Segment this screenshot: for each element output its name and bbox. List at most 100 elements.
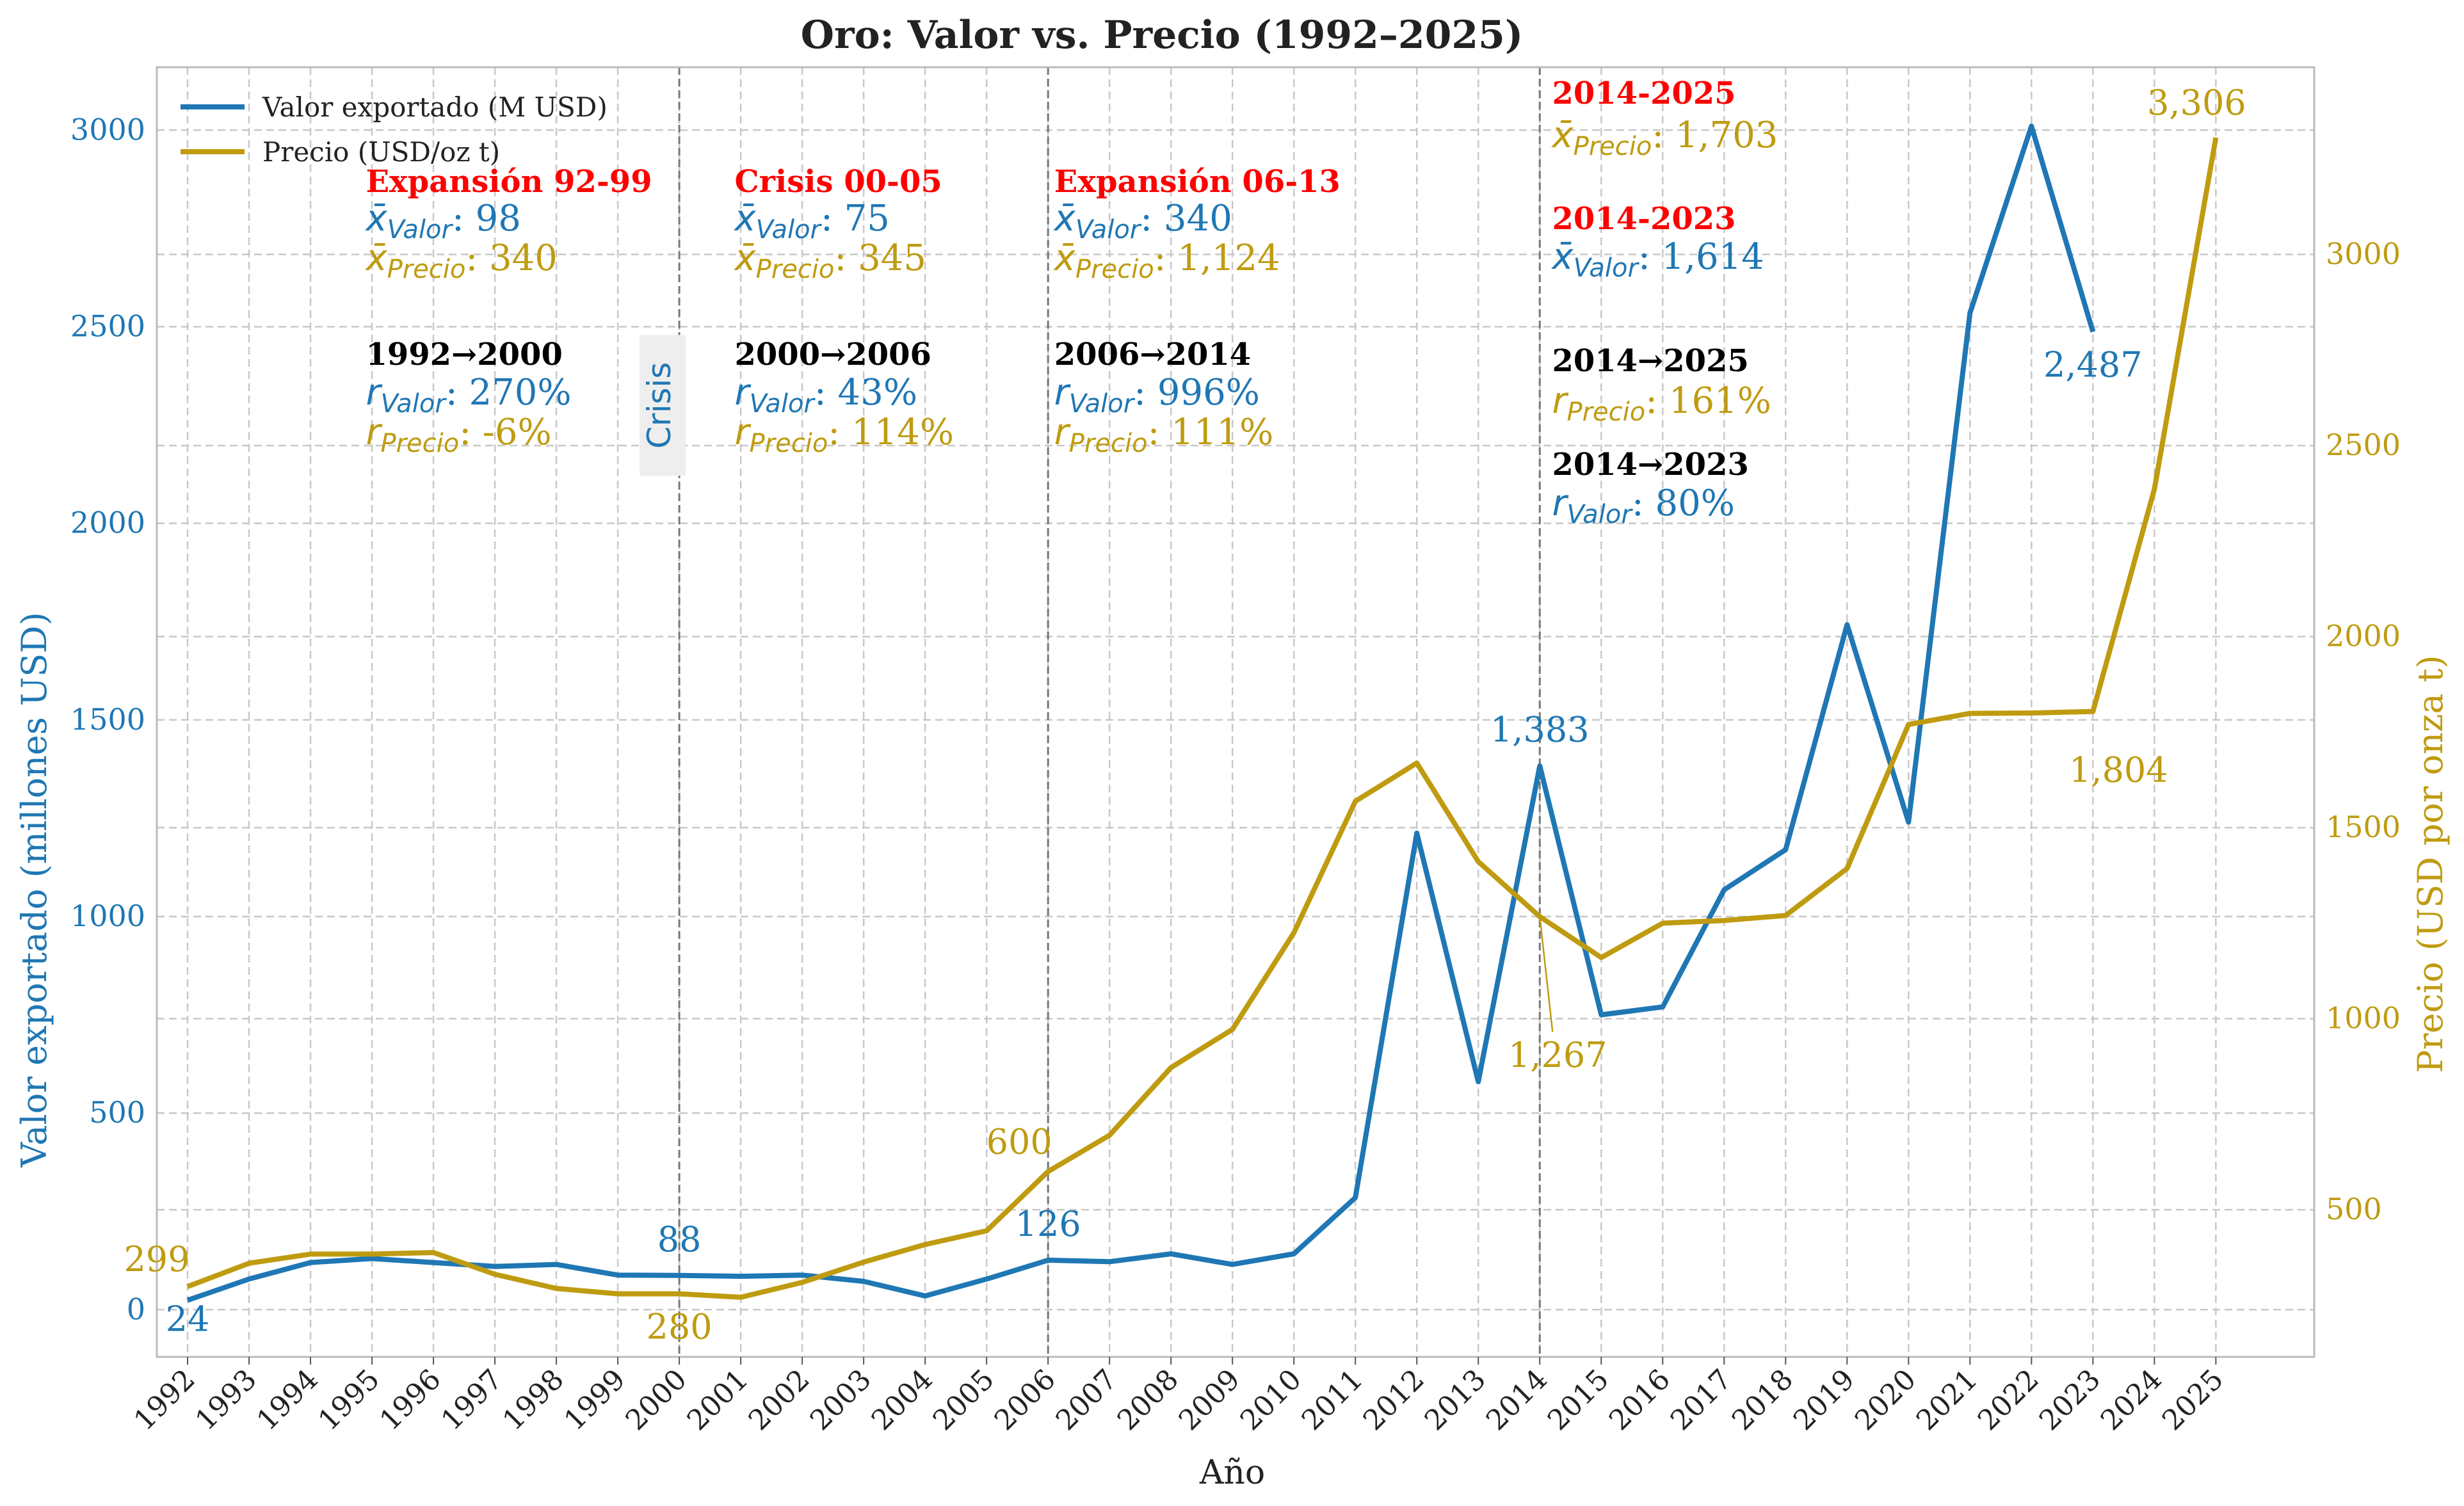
period-mean-valor-symbol: x̄	[364, 198, 387, 239]
label-connector	[1539, 917, 1554, 1032]
period-mean-precio-subscript: Precio	[387, 255, 466, 284]
period-r-precio-symbol: r	[366, 412, 382, 453]
recent-r-precio: rPrecio: 161%	[1552, 380, 1771, 427]
period-r-precio-subscript: Precio	[750, 429, 828, 458]
period-r-valor-subscript: Valor	[750, 389, 816, 419]
chart-title: Oro: Valor vs. Precio (1992–2025)	[801, 13, 1524, 58]
period-mean-valor-symbol: x̄	[734, 198, 757, 239]
y-left-tick-label: 1500	[70, 702, 145, 737]
y-left-tick-label: 1000	[70, 899, 145, 933]
period-r-valor-symbol: r	[366, 372, 382, 413]
period-title: Expansión 06-13	[1054, 164, 1341, 200]
recent-mean-precio-value: : 1,703	[1652, 115, 1778, 156]
valor-point-label: 24	[166, 1299, 210, 1340]
period-mean-precio: x̄Precio: 340	[364, 237, 557, 284]
y-left-tick-label: 0	[127, 1292, 145, 1326]
period-r-valor-value: : 43%	[814, 372, 917, 413]
precio-point-label: 600	[986, 1121, 1052, 1162]
period-r-precio-symbol: r	[1054, 412, 1071, 453]
y-right-tick-label: 3000	[2326, 237, 2401, 271]
period-mean-valor-value: : 340	[1140, 198, 1232, 239]
period-r-precio-symbol: r	[735, 412, 752, 453]
valor-point-label: 2,487	[2043, 344, 2143, 385]
y-left-tick-label: 500	[89, 1095, 145, 1130]
y-right-tick-label: 1000	[2326, 1001, 2401, 1036]
series-lines	[186, 124, 2219, 1303]
precio-point-label: 280	[647, 1306, 713, 1347]
crisis-label: Crisis	[641, 362, 678, 449]
period-mean-valor-symbol: x̄	[1053, 198, 1076, 239]
y-left-tick-label: 2500	[70, 308, 145, 343]
recent-mean-precio-subscript: Precio	[1574, 132, 1652, 161]
period-r-valor-value: : 270%	[446, 372, 572, 413]
period-mean-precio-subscript: Precio	[1075, 255, 1154, 284]
y-left-tick-label: 2000	[70, 506, 145, 540]
recent-change-b: 2014→2023	[1552, 447, 1748, 483]
recent-change-a: 2014→2025	[1552, 343, 1748, 379]
period-r-valor-symbol: r	[1054, 372, 1071, 413]
y-right-tick-label: 500	[2326, 1192, 2382, 1226]
period-mean-valor-subscript: Valor	[756, 215, 823, 244]
precio-series-line	[186, 137, 2219, 1300]
recent-mean-valor-subscript: Valor	[1574, 253, 1640, 283]
period-r-valor: rValor: 270%	[366, 372, 571, 419]
period-r-precio-value: : 114%	[828, 412, 954, 453]
y-right-tick-label: 2000	[2326, 619, 2401, 653]
period-mean-valor-subscript: Valor	[387, 215, 454, 244]
precio-point-label: 3,306	[2147, 83, 2246, 123]
x-axis-label: Año	[1199, 1454, 1265, 1492]
grid	[157, 67, 2314, 1357]
y-right-tick-label: 1500	[2326, 810, 2401, 844]
period-mean-precio-symbol: x̄	[734, 237, 757, 279]
period-r-precio-value: : 111%	[1148, 412, 1274, 453]
recent-mean-precio-symbol: x̄	[1550, 115, 1574, 156]
period-r-valor-value: : 996%	[1134, 372, 1260, 413]
valor-series-line	[186, 124, 2096, 1303]
period-r-precio-subscript: Precio	[380, 429, 459, 458]
valor-point-label: 126	[1015, 1204, 1081, 1244]
recent-mean-valor: x̄Valor: 1,614	[1550, 236, 1764, 283]
label-connectors	[1539, 917, 1554, 1032]
period-mean-valor: x̄Valor: 75	[734, 198, 890, 244]
precio-point-label: 1,804	[2069, 750, 2168, 790]
period-mean-precio-symbol: x̄	[1053, 237, 1076, 279]
y-right-tick-label: 2500	[2326, 428, 2401, 462]
period-dividers: Crisis	[640, 67, 1541, 1357]
period-mean-valor: x̄Valor: 98	[364, 198, 520, 244]
period-r-valor: rValor: 996%	[1054, 372, 1260, 419]
y-axis-left-label: Valor exportado (millones USD)	[14, 612, 54, 1168]
period-mean-precio-value: : 340	[465, 237, 558, 279]
period-mean-precio-subscript: Precio	[756, 255, 835, 284]
period-mean-precio: x̄Precio: 345	[734, 237, 926, 284]
period-r-precio: rPrecio: -6%	[366, 412, 551, 458]
recent-mean-valor-symbol: x̄	[1550, 236, 1574, 278]
legend: Valor exportado (M USD) Precio (USD/oz t…	[181, 92, 608, 168]
period-r-valor-subscript: Valor	[1069, 389, 1136, 419]
y-axis-right-label: Precio (USD por onza t)	[2410, 655, 2451, 1073]
period-r-precio: rPrecio: 111%	[1054, 412, 1274, 458]
recent-r-precio-value: : 161%	[1645, 380, 1771, 422]
period-r-precio: rPrecio: 114%	[735, 412, 954, 458]
recent-title-b: 2014-2023	[1552, 201, 1735, 237]
recent-r-precio-subscript: Precio	[1566, 397, 1645, 427]
recent-r-valor-subscript: Valor	[1566, 500, 1633, 529]
legend-valor-label: Valor exportado (M USD)	[262, 92, 608, 123]
period-change-title: 2006→2014	[1054, 337, 1251, 372]
period-r-valor-symbol: r	[735, 372, 752, 413]
recent-title-a: 2014-2025	[1552, 76, 1735, 111]
recent-r-precio-symbol: r	[1552, 380, 1568, 422]
period-mean-valor: x̄Valor: 340	[1053, 198, 1232, 244]
period-mean-precio: x̄Precio: 1,124	[1053, 237, 1280, 284]
plot-frame	[156, 66, 2315, 1358]
period-title: Crisis 00-05	[735, 164, 942, 200]
crisis-label-box	[640, 335, 686, 476]
period-mean-precio-symbol: x̄	[364, 237, 387, 279]
period-mean-valor-value: : 75	[821, 198, 890, 239]
period-mean-precio-value: : 1,124	[1154, 237, 1280, 279]
y-left-tick-label: 3000	[70, 112, 145, 147]
valor-point-label: 1,383	[1490, 710, 1590, 750]
recent-mean-valor-value: : 1,614	[1638, 236, 1764, 278]
period-annotations: Expansión 92-99x̄Valor: 98x̄Precio: 3401…	[364, 76, 1778, 529]
point-labels: 24 88 126 1,383 2,487 299 280 600 1,267 1,804 3,30…	[124, 83, 2246, 1347]
